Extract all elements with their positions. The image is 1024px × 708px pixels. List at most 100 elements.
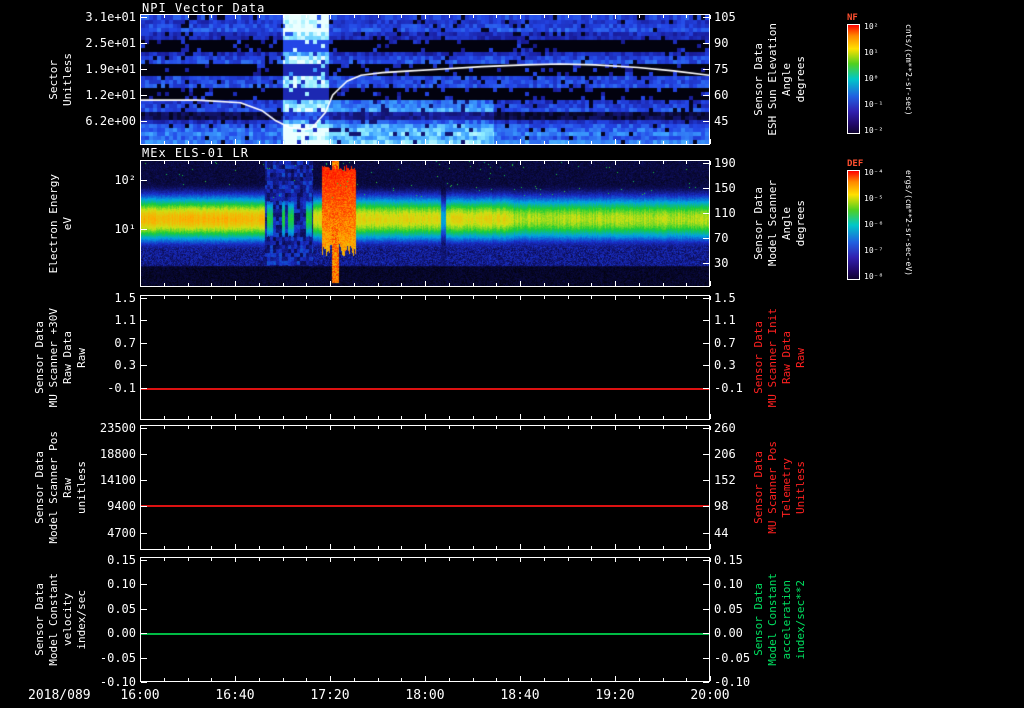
tick-mark <box>520 558 521 562</box>
tick-mark <box>615 161 616 165</box>
tick-mark <box>520 414 521 419</box>
tick-mark <box>663 161 664 164</box>
tick-mark <box>354 141 355 144</box>
modelconst-right-axis-label: Sensor Data Model Constant acceleration ind… <box>750 557 808 682</box>
tick-mark <box>259 546 260 549</box>
tick-mark <box>703 263 709 264</box>
tick-mark <box>663 296 664 299</box>
axis-label-line: degrees <box>793 200 807 247</box>
constant-data-line <box>141 388 709 391</box>
y-axis-tick-left: 6.2e+00 <box>85 114 136 129</box>
tick-mark <box>703 682 709 683</box>
tick-mark <box>259 296 260 299</box>
tick-mark <box>235 558 236 562</box>
axis-label-line: MU Scanner Pos <box>765 441 779 534</box>
tick-mark <box>378 161 379 164</box>
tick-mark <box>703 428 709 429</box>
tick-mark <box>211 296 212 299</box>
axis-label-line: Sensor Data <box>751 451 765 524</box>
tick-mark <box>259 15 260 18</box>
tick-mark <box>141 428 147 429</box>
tick-mark <box>401 426 402 429</box>
els-left-axis-label: Electron Energy eV <box>22 160 98 287</box>
axis-label-line: Sensor Data <box>751 583 765 656</box>
tick-mark <box>259 141 260 144</box>
tick-mark <box>188 141 189 144</box>
tick-mark <box>591 426 592 429</box>
tick-mark <box>568 558 569 561</box>
y-axis-tick-right: 150 <box>714 180 736 195</box>
y-axis-tick-left: 10² <box>114 173 136 188</box>
axis-label-line: Electron Energy <box>46 173 60 274</box>
tick-mark <box>520 161 521 165</box>
colorbar-tick-label: 10⁻⁴ <box>864 168 884 178</box>
tick-mark <box>378 558 379 561</box>
tick-mark <box>686 161 687 164</box>
tick-mark <box>449 546 450 549</box>
nf-colorbar-unit: cnts/(cm**2-sr-sec) <box>904 24 913 116</box>
tick-mark <box>568 678 569 681</box>
y-axis-tick-left: 18800 <box>99 446 136 461</box>
y-axis-tick-right: 0.3 <box>714 358 736 372</box>
tick-mark <box>496 416 497 419</box>
tick-mark <box>188 283 189 286</box>
scanpos-left-axis-label: Sensor Data Model Scanner Pos Raw unitless <box>22 425 98 550</box>
tick-mark <box>140 426 141 430</box>
tick-mark <box>703 238 709 239</box>
tick-mark <box>473 678 474 681</box>
tick-mark <box>710 558 711 562</box>
tick-mark <box>449 296 450 299</box>
tick-mark <box>330 296 331 300</box>
tick-mark <box>425 414 426 419</box>
tick-mark <box>354 283 355 286</box>
tick-mark <box>520 139 521 144</box>
model-constant-panel <box>140 557 710 682</box>
tick-mark <box>283 558 284 561</box>
tick-mark <box>544 678 545 681</box>
tick-mark <box>568 416 569 419</box>
tick-mark <box>639 283 640 286</box>
tick-mark <box>141 69 147 70</box>
y-axis-tick-right: 0.10 <box>714 577 743 591</box>
axis-label-line: Telemetry <box>779 457 793 518</box>
tick-mark <box>544 296 545 299</box>
tick-mark <box>615 544 616 549</box>
tick-mark <box>378 15 379 18</box>
tick-mark <box>703 658 709 659</box>
axis-label-line: Sector <box>46 59 60 100</box>
tick-mark <box>378 296 379 299</box>
tick-mark <box>188 678 189 681</box>
tick-mark <box>141 43 147 44</box>
tick-mark <box>686 426 687 429</box>
tick-mark <box>473 546 474 549</box>
tick-mark <box>140 161 141 165</box>
tick-mark <box>141 95 147 96</box>
y-axis-tick-left: 0.05 <box>107 601 136 616</box>
tick-mark <box>401 296 402 299</box>
tick-mark <box>568 283 569 286</box>
tick-mark <box>703 213 709 214</box>
tick-mark <box>211 426 212 429</box>
tick-mark <box>473 416 474 419</box>
tick-mark <box>544 546 545 549</box>
tick-mark <box>188 558 189 561</box>
tick-mark <box>283 426 284 429</box>
modelconst-left-axis-label: Sensor Data Model Constant velocity index/s… <box>22 557 98 682</box>
tick-mark <box>211 161 212 164</box>
tick-mark <box>686 558 687 561</box>
tick-mark <box>235 15 236 19</box>
nf-colorbar-title: NF <box>847 13 858 23</box>
y-axis-tick-left: 1.1 <box>114 313 136 327</box>
tick-mark <box>591 141 592 144</box>
tick-mark <box>330 15 331 19</box>
tick-mark <box>141 365 147 366</box>
tick-mark <box>235 414 236 419</box>
y-axis-tick-right: 1.1 <box>714 313 736 327</box>
tick-mark <box>663 678 664 681</box>
tick-mark <box>615 281 616 286</box>
tick-mark <box>639 426 640 429</box>
tick-mark <box>140 676 141 681</box>
tick-mark <box>283 546 284 549</box>
tick-mark <box>710 544 711 549</box>
tick-mark <box>141 609 147 610</box>
